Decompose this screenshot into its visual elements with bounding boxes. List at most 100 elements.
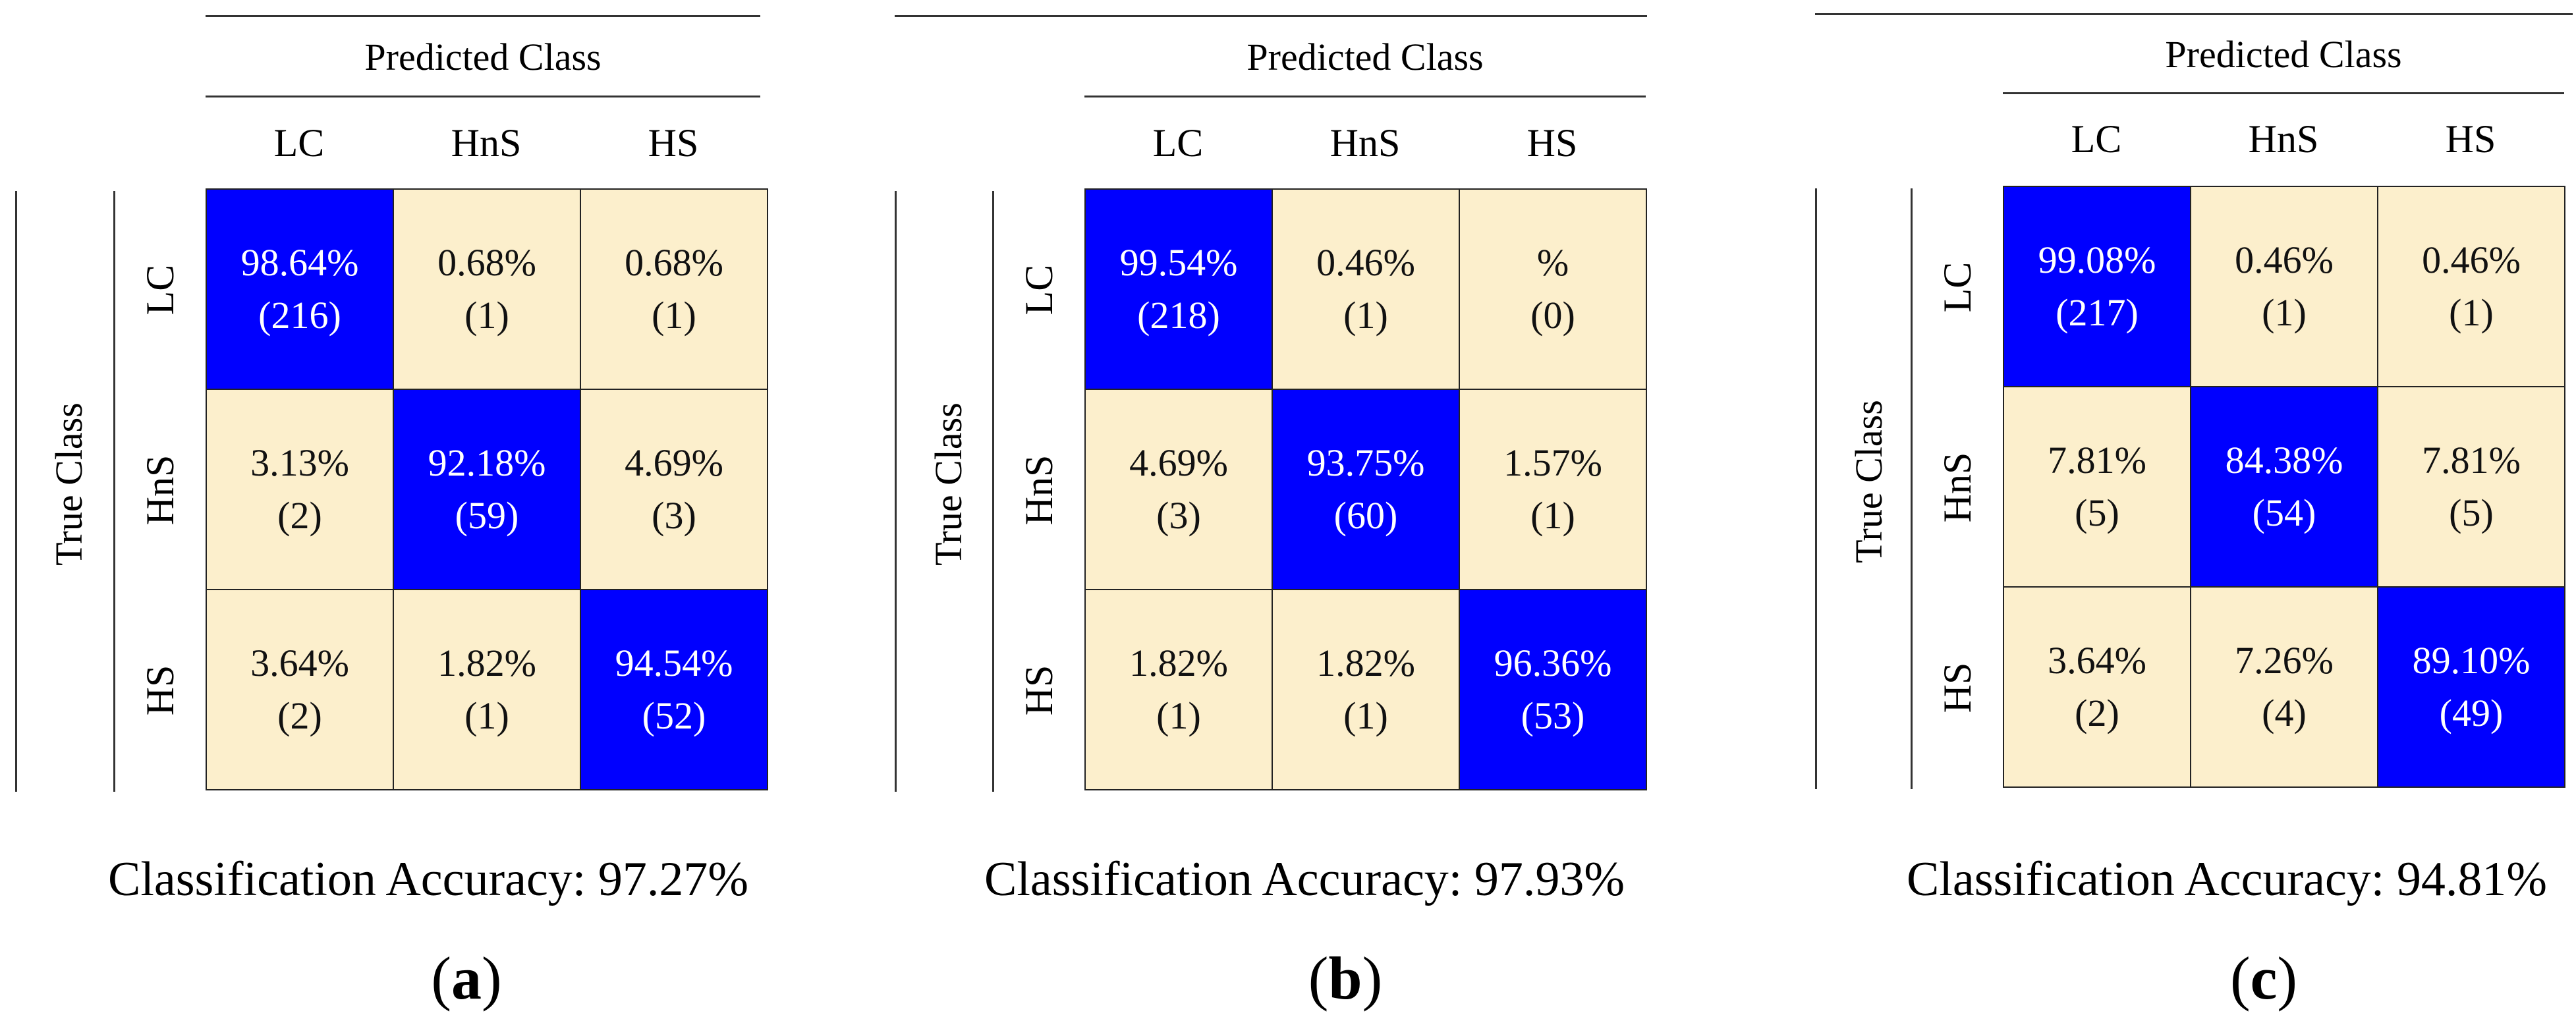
matrix-cell: 3.13% (2) <box>206 389 394 590</box>
cell-count: (2) <box>2075 692 2119 734</box>
cell-count: (53) <box>1521 694 1585 737</box>
cell-count: (49) <box>2439 692 2504 734</box>
cell-count: (59) <box>455 494 519 537</box>
cell-count: (4) <box>2262 692 2307 734</box>
cell-count: (1) <box>1530 494 1575 537</box>
column-label: HS <box>648 121 699 165</box>
cell-percent: 92.18% <box>428 441 546 484</box>
column-label: HnS <box>451 121 522 165</box>
tag-close: ) <box>2277 945 2298 1012</box>
matrix-cell: 1.82% (1) <box>1272 589 1460 790</box>
cell-percent: 0.46% <box>2422 238 2521 281</box>
tag-letter: b <box>1328 945 1362 1012</box>
row-label-rule <box>992 191 994 792</box>
cell-count: (1) <box>1343 294 1388 337</box>
column-label: LC <box>1152 121 1204 165</box>
matrix-cell: 89.10% (49) <box>2377 586 2565 788</box>
matrix-cell: 96.36% (53) <box>1459 589 1647 790</box>
column-label: LC <box>2071 117 2122 161</box>
cell-count: (2) <box>277 494 322 537</box>
matrix-grid: 99.54% (218) 0.46% (1)% (0) 4.69% (3) 93.75% (60… <box>1084 188 1647 790</box>
cell-count: (1) <box>652 294 696 337</box>
cell-percent: 3.64% <box>250 642 349 684</box>
cell-percent: 98.64% <box>240 241 359 284</box>
column-label: HnS <box>1330 121 1401 165</box>
cell-count: (5) <box>2449 491 2494 534</box>
panel-tag: (b) <box>1279 942 1411 1014</box>
cell-count: (1) <box>464 694 509 737</box>
panel-tag: (c) <box>2198 942 2330 1014</box>
header-rule <box>1084 96 1646 97</box>
tag-letter: a <box>451 945 482 1012</box>
true-class-rule <box>1815 188 1817 789</box>
column-label: HS <box>1526 121 1578 165</box>
top-rule <box>895 15 1647 17</box>
row-label: LC <box>1017 264 1061 316</box>
cell-percent: % <box>1536 241 1569 284</box>
matrix-cell: 99.54% (218) <box>1084 188 1273 390</box>
matrix-cell: 98.64% (216) <box>206 188 394 390</box>
confusion-matrix-panel-a: Predicted Class LC HnS HS True Class LC … <box>0 0 856 1019</box>
cell-count: (2) <box>277 694 322 737</box>
true-class-title: True Class <box>47 402 90 566</box>
cell-count: (217) <box>2056 291 2139 334</box>
row-label: HnS <box>1017 454 1061 526</box>
matrix-cell: 0.46% (1) <box>1272 188 1460 390</box>
cell-count: (3) <box>1156 494 1201 537</box>
cell-count: (1) <box>1156 694 1201 737</box>
predicted-class-title: Predicted Class <box>1246 36 1484 78</box>
cell-percent: 89.10% <box>2412 639 2531 682</box>
cell-percent: 96.36% <box>1494 642 1612 684</box>
cell-count: (216) <box>258 294 341 337</box>
true-class-rule <box>895 191 897 792</box>
cell-percent: 4.69% <box>625 441 723 484</box>
row-label: HnS <box>138 454 182 526</box>
cell-percent: 0.46% <box>2235 238 2334 281</box>
top-rule <box>1815 13 2573 15</box>
matrix-cell: 93.75% (60) <box>1272 389 1460 590</box>
cell-percent: 3.13% <box>250 441 349 484</box>
matrix-cell: 3.64% (2) <box>2003 586 2191 788</box>
cell-count: (3) <box>652 494 696 537</box>
cell-count: (1) <box>2449 291 2494 334</box>
matrix-cell: 84.38% (54) <box>2190 386 2378 588</box>
tag-open: ( <box>431 945 451 1012</box>
predicted-class-title: Predicted Class <box>2165 33 2402 76</box>
cell-count: (0) <box>1530 294 1575 337</box>
matrix-cell: 7.81% (5) <box>2377 386 2565 588</box>
cell-percent: 7.81% <box>2422 439 2521 482</box>
matrix-cell: 1.57% (1) <box>1459 389 1647 590</box>
row-label-rule <box>113 191 115 792</box>
cell-percent: 1.82% <box>1316 642 1415 684</box>
true-class-rule <box>15 191 17 792</box>
matrix-cell: 1.82% (1) <box>393 589 581 790</box>
matrix-cell: 94.54% (52) <box>580 589 768 790</box>
matrix-cell: 92.18% (59) <box>393 389 581 590</box>
matrix-cell: 4.69% (3) <box>580 389 768 590</box>
matrix-cell: 1.82% (1) <box>1084 589 1273 790</box>
predicted-class-title: Predicted Class <box>364 36 602 78</box>
tag-open: ( <box>1308 945 1329 1012</box>
cell-percent: 0.68% <box>437 241 536 284</box>
cell-percent: 93.75% <box>1306 441 1425 484</box>
cell-count: (1) <box>1343 694 1388 737</box>
cell-percent: 99.08% <box>2038 238 2156 281</box>
cell-percent: 0.46% <box>1316 241 1415 284</box>
matrix-cell: 0.68% (1) <box>393 188 581 390</box>
column-label: HnS <box>2248 117 2319 161</box>
tag-close: ) <box>482 945 502 1012</box>
header-rule <box>206 96 760 97</box>
cell-count: (1) <box>2262 291 2307 334</box>
row-label: HS <box>1936 662 1979 713</box>
confusion-matrix-panel-b: Predicted Class LC HnS HS True Class LC … <box>876 0 1733 1019</box>
header-rule <box>2003 92 2564 94</box>
true-class-title: True Class <box>1847 400 1890 563</box>
cell-count: (52) <box>642 694 706 737</box>
cell-percent: 3.64% <box>2048 639 2146 682</box>
matrix-grid: 98.64% (216) 0.68% (1) 0.68% (1) 3.13% (2) 92.18… <box>206 188 768 790</box>
cell-percent: 94.54% <box>615 642 733 684</box>
classification-accuracy: Classification Accuracy: 94.81% <box>1906 852 2547 906</box>
matrix-cell: 4.69% (3) <box>1084 389 1273 590</box>
cell-percent: 1.82% <box>1129 642 1228 684</box>
cell-percent: 0.68% <box>625 241 723 284</box>
